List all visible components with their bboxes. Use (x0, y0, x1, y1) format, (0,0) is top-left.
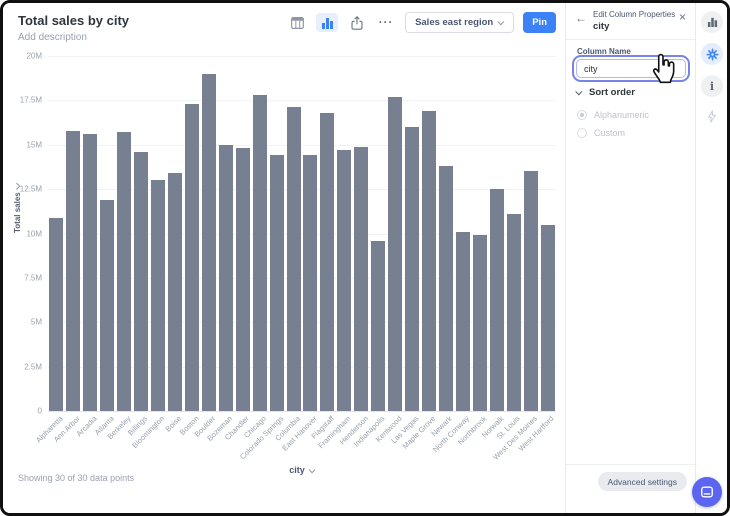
gridline (48, 189, 556, 191)
share-icon[interactable] (347, 13, 367, 32)
bar[interactable] (506, 213, 521, 411)
bar[interactable] (235, 148, 250, 411)
bar[interactable] (303, 155, 318, 411)
bar[interactable] (134, 151, 149, 411)
bar[interactable] (405, 127, 420, 411)
column-name-input[interactable] (572, 55, 690, 82)
y-tick-label: 0 (37, 406, 42, 416)
bar[interactable] (83, 134, 98, 411)
panel-subtitle: city (593, 21, 610, 32)
add-description-link[interactable]: Add description (18, 32, 87, 43)
chart-icon[interactable] (701, 11, 723, 33)
gridline (48, 100, 556, 102)
gridline (48, 366, 556, 368)
sort-option[interactable]: Custom (577, 128, 625, 138)
bar[interactable] (286, 107, 301, 411)
x-axis-title[interactable]: city (289, 465, 316, 475)
close-icon[interactable]: × (678, 10, 686, 24)
chat-launcher-button[interactable] (692, 477, 722, 507)
bar[interactable] (66, 130, 81, 411)
gridline (48, 277, 556, 279)
dataset-dropdown-label: Sales east region (415, 17, 494, 28)
bar[interactable] (438, 166, 453, 411)
y-tick-label: 20M (26, 51, 42, 61)
bar[interactable] (337, 150, 352, 411)
panel-title: Edit Column Properties (593, 10, 676, 19)
sort-option-radio[interactable] (577, 110, 587, 120)
chevron-down-icon (497, 18, 505, 26)
sort-option-label: Alphanumeric (594, 110, 650, 120)
y-tick-label: 5M (30, 317, 42, 327)
bar[interactable] (218, 144, 233, 411)
settings-gear-icon[interactable] (701, 43, 723, 65)
y-tick-label: 12.5M (19, 184, 42, 194)
back-arrow-icon[interactable]: ← (575, 11, 587, 25)
info-icon[interactable]: i (701, 75, 723, 97)
panel-header: ← Edit Column Properties city × (566, 3, 695, 40)
y-tick-label: 10M (26, 229, 42, 238)
bar[interactable] (371, 240, 386, 411)
panel-footer-divider (566, 464, 695, 465)
bar[interactable] (151, 180, 166, 411)
bar[interactable] (320, 112, 335, 411)
gridline (48, 233, 556, 235)
bar[interactable] (540, 224, 555, 411)
y-tick-label: 17.5M (19, 95, 42, 105)
bar[interactable] (252, 95, 267, 411)
bar[interactable] (455, 231, 470, 411)
bar[interactable] (100, 199, 115, 411)
gridline (48, 56, 556, 57)
chevron-down-icon (575, 88, 583, 96)
bar[interactable] (489, 189, 504, 411)
sort-order-section-toggle[interactable]: Sort order (575, 87, 635, 98)
bar[interactable] (269, 155, 284, 411)
chart-toolbar: ··· Sales east region Pin (287, 12, 556, 33)
gridline (48, 411, 556, 412)
column-name-label: Column Name (577, 47, 631, 56)
bar[interactable] (184, 103, 199, 411)
bar[interactable] (388, 96, 403, 411)
plot-area: 20M 17.5M 15M 12.5M 10M 7.5M 5M 2.5M 0 (20, 52, 556, 416)
y-tick-label: 15M (26, 140, 42, 150)
bar[interactable] (168, 173, 182, 411)
gridline (48, 144, 556, 146)
advanced-settings-button[interactable]: Advanced settings (597, 472, 687, 491)
bar-chart-view-icon[interactable] (316, 13, 339, 32)
sort-option[interactable]: Alphanumeric (577, 110, 649, 120)
more-options-icon[interactable]: ··· (378, 15, 394, 29)
bar[interactable] (523, 171, 538, 411)
bar[interactable] (49, 217, 64, 411)
edit-column-panel: ← Edit Column Properties city × Column N… (565, 3, 695, 513)
settings-sidebar: i (695, 3, 727, 513)
table-view-icon[interactable] (287, 13, 307, 32)
pin-button[interactable]: Pin (523, 12, 556, 33)
y-tick-label: 7.5M (24, 273, 42, 283)
y-tick-label: 2.5M (24, 362, 42, 372)
chart-card: Total sales by city Add description (3, 3, 565, 513)
dataset-dropdown[interactable]: Sales east region (405, 12, 515, 33)
sort-option-radio[interactable] (577, 128, 587, 138)
x-axis-labels: Alpharetta Ann Arbor Arcadia Atlanta Berkele… (34, 414, 556, 462)
bar[interactable] (354, 146, 369, 411)
chevron-down-icon (308, 465, 316, 473)
bar[interactable] (117, 132, 132, 411)
data-points-count: Showing 30 of 30 data points (18, 473, 135, 483)
page-title: Total sales by city (18, 13, 130, 28)
gridline (48, 322, 556, 324)
chat-icon (701, 486, 713, 498)
sort-option-label: Custom (594, 128, 626, 138)
bar[interactable] (472, 235, 487, 411)
bolt-icon[interactable] (701, 105, 723, 127)
bar[interactable] (201, 73, 216, 411)
bar[interactable] (422, 111, 436, 411)
